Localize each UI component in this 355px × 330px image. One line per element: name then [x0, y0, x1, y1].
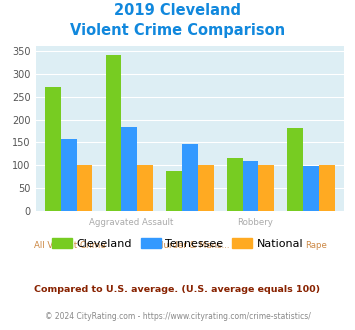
- Bar: [227, 158, 242, 211]
- Text: Violent Crime Comparison: Violent Crime Comparison: [70, 23, 285, 38]
- Bar: [182, 144, 198, 211]
- Text: Rape: Rape: [306, 241, 328, 250]
- Bar: [61, 139, 77, 211]
- Text: © 2024 CityRating.com - https://www.cityrating.com/crime-statistics/: © 2024 CityRating.com - https://www.city…: [45, 312, 310, 321]
- Bar: [319, 165, 335, 211]
- Bar: [166, 171, 182, 211]
- Bar: [121, 127, 137, 211]
- Bar: [258, 165, 274, 211]
- Bar: [303, 166, 319, 211]
- Text: All Violent Crime: All Violent Crime: [34, 241, 105, 250]
- Bar: [137, 165, 153, 211]
- Bar: [77, 165, 92, 211]
- Bar: [106, 55, 121, 211]
- Bar: [45, 87, 61, 211]
- Bar: [242, 161, 258, 211]
- Text: Robbery: Robbery: [237, 218, 273, 227]
- Text: 2019 Cleveland: 2019 Cleveland: [114, 3, 241, 18]
- Bar: [198, 165, 214, 211]
- Bar: [288, 128, 303, 211]
- Text: Aggravated Assault: Aggravated Assault: [89, 218, 174, 227]
- Text: Murder & Mans...: Murder & Mans...: [156, 241, 230, 250]
- Legend: Cleveland, Tennessee, National: Cleveland, Tennessee, National: [47, 234, 308, 253]
- Text: Compared to U.S. average. (U.S. average equals 100): Compared to U.S. average. (U.S. average …: [34, 285, 321, 294]
